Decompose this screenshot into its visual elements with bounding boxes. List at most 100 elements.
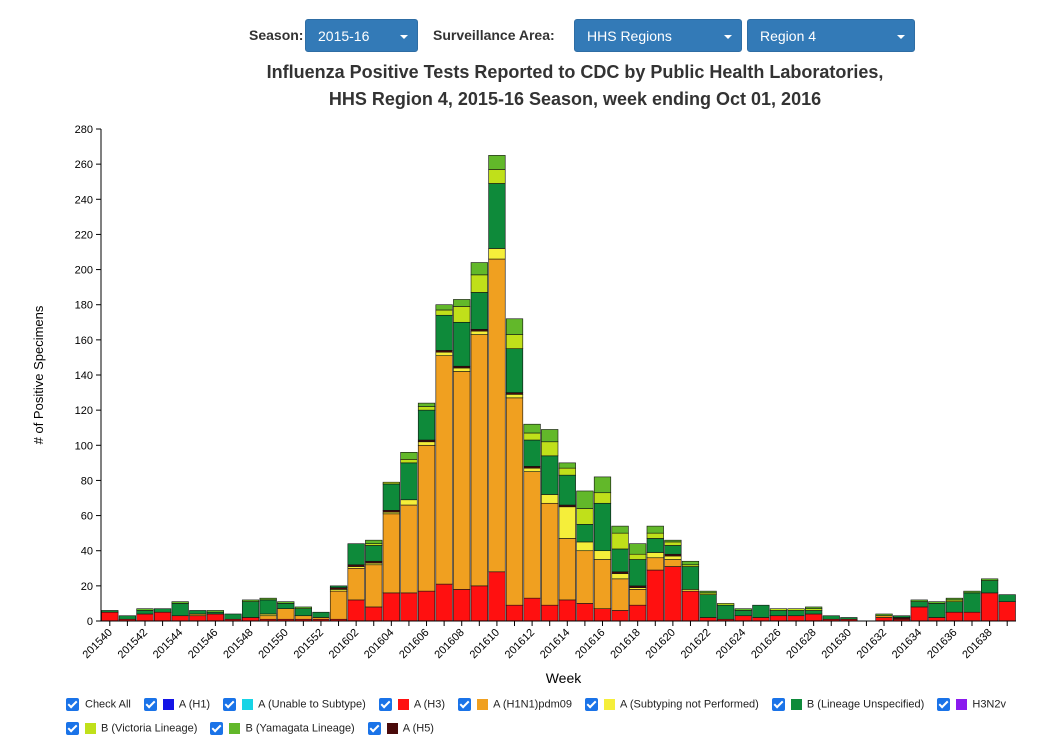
checkbox-checked-icon[interactable] xyxy=(771,698,785,711)
bar-segment xyxy=(945,597,964,601)
legend-item-a-h1n1pdm09[interactable]: A (H1N1)pdm09 xyxy=(458,698,572,711)
bar-segment xyxy=(347,567,365,601)
checkbox-checked-icon[interactable] xyxy=(585,698,599,711)
bar-segment xyxy=(699,590,717,594)
bar-segment xyxy=(840,617,858,620)
y-tick-label: 200 xyxy=(75,265,93,277)
bar-segment xyxy=(206,610,224,613)
legend-item-b-yamagata-lineage[interactable]: B (Yamagata Lineage) xyxy=(210,722,355,735)
checkbox-checked-icon[interactable] xyxy=(367,722,381,735)
bar-segment xyxy=(435,314,453,351)
bar-segment xyxy=(611,548,629,573)
bar-segment xyxy=(629,543,647,555)
bar-segment xyxy=(805,610,823,615)
checkbox-checked-icon[interactable] xyxy=(937,698,951,711)
bar-segment xyxy=(312,611,330,618)
bar-segment xyxy=(541,455,559,495)
bar-segment xyxy=(488,248,506,260)
bar-segment xyxy=(101,611,119,622)
bar-segment xyxy=(171,603,189,617)
bar-segment xyxy=(558,538,576,601)
bar-segment xyxy=(681,590,700,622)
legend-item-a-h3[interactable]: A (H3) xyxy=(378,698,446,711)
bar-segment xyxy=(189,615,207,622)
bar-segment xyxy=(769,608,788,611)
checkbox-checked-icon[interactable] xyxy=(210,722,224,735)
legend-item-label: A (H3) xyxy=(413,698,446,711)
bar-segment xyxy=(593,502,612,552)
bar-segment xyxy=(805,613,823,622)
x-tick-label: 201632 xyxy=(855,627,889,661)
bar-segment xyxy=(470,330,488,335)
x-tick-label: 201620 xyxy=(644,627,678,661)
legend-check-all[interactable]: Check All xyxy=(66,698,131,711)
bar-segment xyxy=(241,599,260,602)
bar-segment xyxy=(576,550,594,604)
legend-item-h3n2v[interactable]: H3N2v xyxy=(937,698,1006,711)
bar-segment xyxy=(664,539,682,543)
x-tick-label: 201604 xyxy=(362,627,396,661)
bar-segment xyxy=(523,432,541,441)
bar-segment xyxy=(593,476,612,494)
checkbox-checked-icon[interactable] xyxy=(66,722,79,735)
bar-segment xyxy=(453,299,471,307)
bar-segment xyxy=(752,617,770,622)
legend-item-a-h1[interactable]: A (H1) xyxy=(143,698,210,711)
bar-segment xyxy=(646,525,664,534)
surveillance-area-select[interactable]: HHS Regions xyxy=(574,19,742,52)
season-select[interactable]: 2015-16 xyxy=(305,19,418,52)
bar-segment xyxy=(523,423,541,434)
legend-item-a-unable-to-subtype[interactable]: A (Unable to Subtype) xyxy=(223,698,366,711)
x-tick-label: 201614 xyxy=(538,627,572,661)
bar-segment xyxy=(910,601,928,608)
y-tick-label: 180 xyxy=(75,300,93,312)
x-tick-label: 201626 xyxy=(749,627,783,661)
bar-segment xyxy=(576,524,594,543)
region-select[interactable]: Region 4 xyxy=(747,19,915,52)
bar-segment xyxy=(505,394,524,399)
checkbox-checked-icon[interactable] xyxy=(143,698,157,711)
legend-item-b-victoria-lineage[interactable]: B (Victoria Lineage) xyxy=(66,722,197,735)
bar-segment xyxy=(435,309,453,316)
checkbox-checked-icon[interactable] xyxy=(223,698,237,711)
legend-swatch xyxy=(162,699,174,710)
bar-segment xyxy=(910,599,928,602)
x-tick-label: 201602 xyxy=(327,627,361,661)
legend-item-label: B (Yamagata Lineage) xyxy=(245,722,355,735)
bar-segment xyxy=(699,594,717,618)
bar-segment xyxy=(523,467,541,472)
bar-segment xyxy=(646,569,664,622)
x-tick-label: 201630 xyxy=(820,627,854,661)
bar-segment xyxy=(646,552,664,559)
bar-segment xyxy=(558,599,576,622)
legend-item-b-lineage-unspecified[interactable]: B (Lineage Unspecified) xyxy=(771,698,924,711)
y-tick-label: 240 xyxy=(75,194,93,206)
x-tick-label: 201616 xyxy=(573,627,607,661)
legend-item-a-h5[interactable]: A (H5) xyxy=(367,722,434,735)
bar-segment xyxy=(488,183,506,249)
stacked-bar-chart: 0 20 40 60 80 100 120 140 160 180 200 220 240 260 280 2… xyxy=(31,124,1016,686)
bar-segment xyxy=(365,606,383,622)
bar-segment xyxy=(963,590,981,594)
y-tick-label: 40 xyxy=(81,546,93,558)
bar-segment xyxy=(664,566,682,622)
legend-item-label: H3N2v xyxy=(972,698,1006,711)
bar-segment xyxy=(505,397,524,606)
bar-segment xyxy=(206,613,224,622)
bar-segment xyxy=(928,617,946,622)
bar-segment xyxy=(928,601,946,604)
bar-segment xyxy=(171,601,189,604)
bar-segment xyxy=(488,571,506,622)
y-axis-title: # of Positive Specimens xyxy=(31,305,46,444)
chevron-down-icon xyxy=(400,35,408,39)
bar-segment xyxy=(294,608,312,617)
checkbox-checked-icon[interactable] xyxy=(458,698,472,711)
chart-subtitle: HHS Region 4, 2015-16 Season, week endin… xyxy=(328,89,822,109)
bar-segment xyxy=(382,481,400,485)
checkbox-checked-icon[interactable] xyxy=(66,698,79,711)
checkbox-checked-icon[interactable] xyxy=(378,698,392,711)
bar-segment xyxy=(717,604,735,620)
bar-segment xyxy=(646,557,664,571)
bar-segment xyxy=(153,608,172,613)
legend-item-a-subtyping-not-performed[interactable]: A (Subtyping not Performed) xyxy=(585,698,759,711)
